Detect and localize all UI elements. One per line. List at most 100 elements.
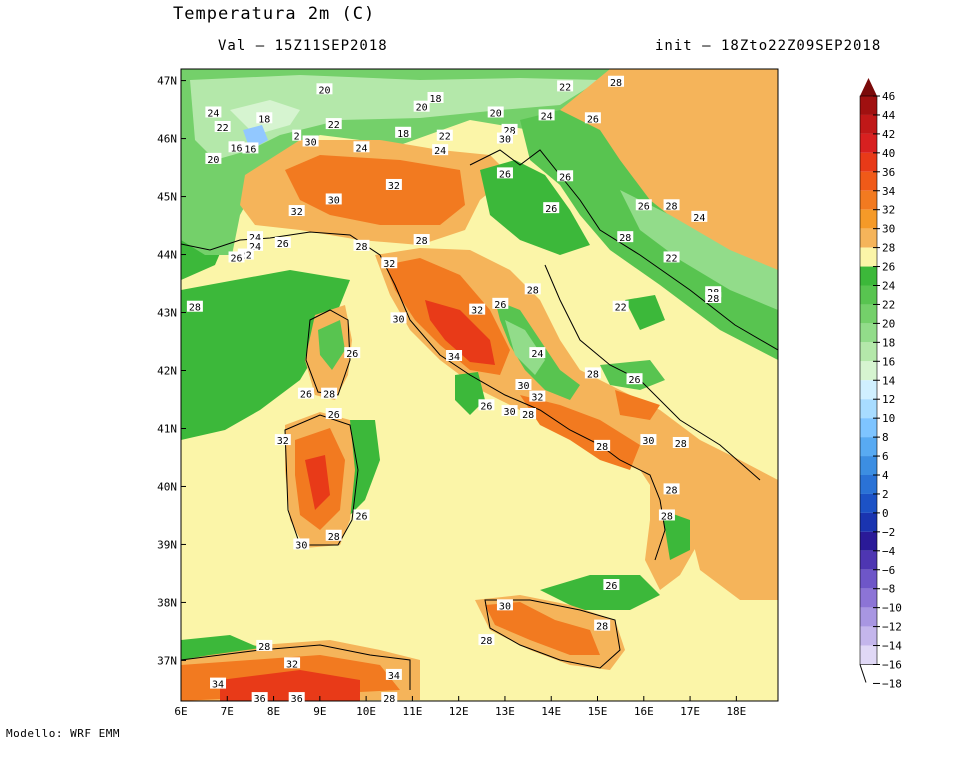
contour-label: 30 (302, 135, 319, 148)
svg-text:28: 28 (661, 511, 673, 522)
contour-label: 26 (584, 112, 601, 125)
contour-label: 28 (705, 292, 722, 305)
contour-label: 32 (529, 390, 546, 404)
lat-label: 39N (157, 538, 177, 551)
svg-text:26: 26 (346, 349, 358, 360)
lon-label: 11E (402, 705, 422, 718)
legend-tick-label: 26 (882, 261, 895, 274)
legend-swatch (860, 512, 877, 532)
legend-tick-label: −16 (882, 659, 902, 672)
contour-label: 20 (487, 106, 504, 119)
contour-label: 20 (205, 152, 222, 166)
lat-label: 44N (157, 249, 177, 262)
svg-text:28: 28 (707, 294, 719, 305)
contour-label: 22 (214, 120, 231, 134)
contour-label: 28 (520, 407, 537, 421)
svg-text:24: 24 (249, 233, 261, 244)
contour-label: 28 (256, 639, 273, 653)
alps-high (190, 75, 600, 160)
legend-tick-label: 42 (882, 128, 895, 141)
contour-label: 28 (594, 619, 611, 633)
svg-text:30: 30 (328, 195, 340, 206)
svg-text:28: 28 (610, 78, 622, 89)
lat-label: 37N (157, 654, 177, 667)
contour-label: 26 (626, 373, 643, 386)
legend-tick-label: 4 (882, 469, 889, 482)
svg-text:28: 28 (328, 532, 340, 543)
balkans-warm (540, 69, 778, 300)
lat-label: 47N (157, 75, 177, 88)
svg-text:32: 32 (291, 207, 303, 218)
legend-swatch (860, 399, 877, 419)
legend-tick-label: −12 (882, 621, 902, 634)
legend-tick-label: −4 (882, 545, 896, 558)
svg-text:28: 28 (416, 236, 428, 247)
contour-label: 24 (247, 239, 264, 253)
contour-label: 30 (515, 379, 532, 392)
contour-label: 34 (210, 677, 227, 691)
svg-text:16: 16 (231, 143, 243, 154)
svg-text:28: 28 (527, 285, 539, 296)
lon-label: 7E (221, 705, 234, 718)
legend-swatch (860, 531, 877, 551)
svg-text:20: 20 (318, 85, 330, 96)
svg-text:28: 28 (675, 439, 687, 450)
lat-label: 43N (157, 307, 177, 320)
legend-swatch (860, 228, 877, 248)
svg-text:32: 32 (388, 181, 400, 192)
contour-label: 18 (395, 126, 412, 140)
svg-text:26: 26 (231, 253, 243, 264)
lon-label: 12E (449, 705, 469, 718)
contour-label: 32 (284, 657, 301, 670)
calabria-green (662, 510, 690, 560)
contour-label: 30 (501, 405, 518, 418)
svg-text:26: 26 (587, 114, 599, 125)
lat-label: 40N (157, 480, 177, 493)
svg-text:24: 24 (531, 349, 543, 360)
contour-label: 32 (385, 178, 402, 192)
legend-swatch (860, 645, 877, 665)
legend-swatch (860, 190, 877, 210)
contour-label: 28 (663, 483, 680, 496)
legend-tick-label: 46 (882, 90, 895, 103)
svg-text:22: 22 (240, 251, 252, 262)
contour-label: 28 (321, 387, 338, 401)
contour-label: 26 (492, 297, 509, 311)
legend-tick-label: −2 (882, 526, 895, 539)
legend-swatch (860, 380, 877, 400)
legend-swatch (860, 209, 877, 229)
svg-text:22: 22 (439, 132, 451, 143)
svg-text:30: 30 (499, 601, 511, 612)
svg-text:28: 28 (355, 242, 367, 253)
contour-label: 26 (228, 251, 245, 264)
legend-tick-label: −14 (882, 640, 902, 653)
contour-label: 24 (247, 231, 264, 244)
legend-swatch (860, 456, 877, 475)
legend-tick-label: −18 (882, 677, 902, 690)
lat-label: 45N (157, 191, 177, 204)
legend-tick-label: 32 (882, 204, 895, 217)
po-valley-hot (285, 155, 465, 225)
contour-label: 30 (325, 193, 342, 206)
legend-tick-label: −8 (882, 583, 895, 596)
contour-label: 30 (640, 434, 657, 447)
chart-title: Temperatura 2m (C) (173, 4, 376, 24)
contour-label: 26 (603, 579, 620, 592)
legend-tick-label: 22 (882, 298, 895, 311)
contour-label: 24 (432, 144, 449, 157)
legend-swatch (860, 550, 877, 570)
contour-label: 22 (663, 251, 680, 264)
contour-label: 28 (594, 439, 611, 453)
legend-tick-label: 24 (882, 280, 896, 293)
contour-label: 20 (413, 100, 430, 114)
legend-swatch (860, 626, 877, 646)
contour-label: 24 (205, 106, 222, 119)
legend-tick-label: 2 (882, 488, 889, 501)
svg-text:32: 32 (531, 393, 543, 404)
svg-text:36: 36 (254, 694, 266, 705)
axis-ticks: 6E 7E 8E 9E 10E 11E 12E 13E 14E 15E 16E 17E 18E 47N 46… (157, 75, 746, 718)
legend-swatch (860, 304, 877, 324)
contour-label: 30 (293, 538, 310, 551)
contour-label: 28 (478, 634, 495, 647)
